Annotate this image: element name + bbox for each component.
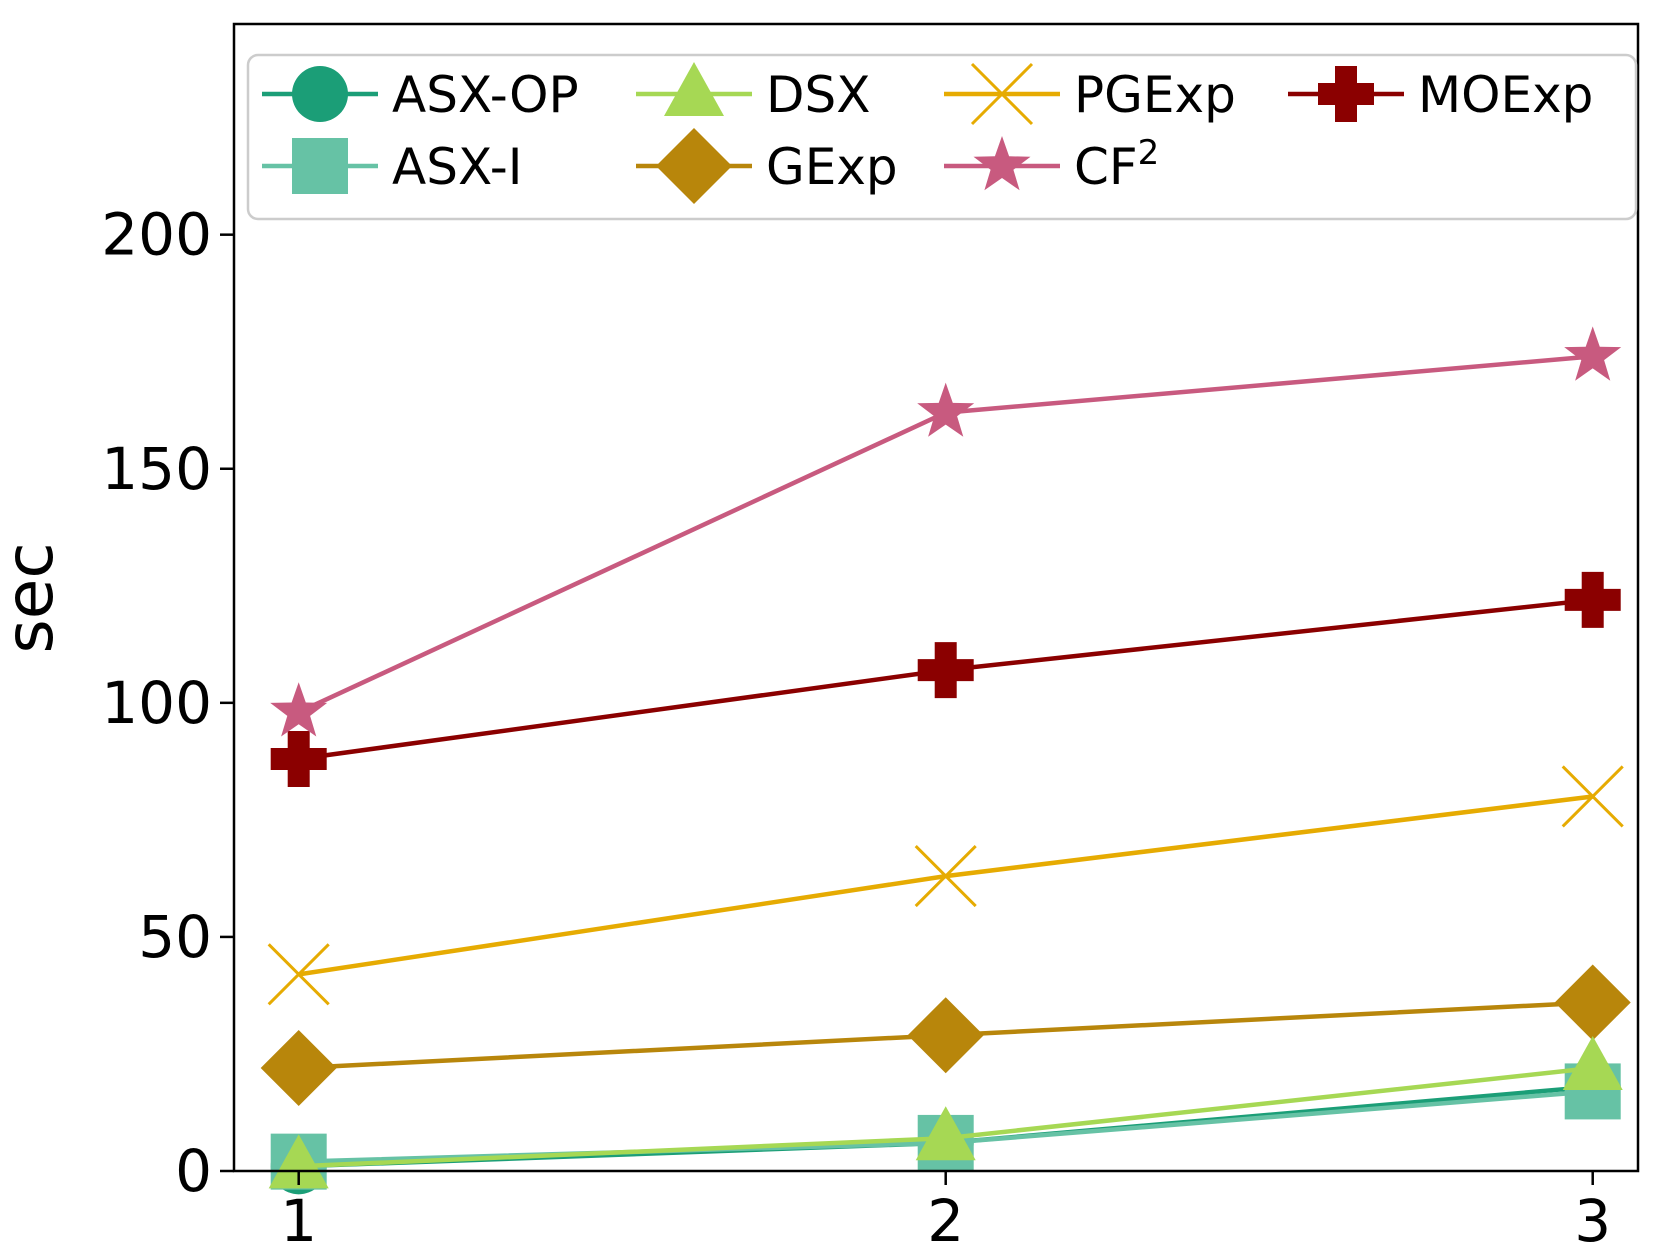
- series-pgexp: [267, 765, 1624, 1006]
- y-tick-label: 150: [101, 435, 212, 503]
- data-point-moexp-1: [270, 731, 327, 788]
- legend-label-superscript: 2: [1138, 133, 1160, 173]
- data-point-dsx-2: [915, 1106, 976, 1161]
- legend-item-pgexp: PGExp: [944, 62, 1236, 126]
- data-point-moexp-3: [1564, 571, 1621, 628]
- data-point-pgexp-1: [267, 943, 330, 1006]
- data-point-moexp-2: [917, 642, 974, 699]
- y-tick-label: 0: [175, 1137, 212, 1205]
- data-point-dsx-3: [1562, 1036, 1623, 1091]
- series-moexp: [270, 571, 1621, 788]
- legend-label: ASX-OP: [392, 66, 579, 124]
- x-tick-label: 1: [280, 1187, 317, 1246]
- legend-item-asx-op: ASX-OP: [262, 66, 579, 124]
- y-tick-label: 200: [101, 201, 212, 269]
- x-tick-label: 3: [1574, 1187, 1611, 1246]
- series-dsx: [268, 1036, 1623, 1189]
- legend-label: DSX: [766, 66, 871, 124]
- data-point-dsx-1: [268, 1134, 329, 1189]
- legend-label: ASX-I: [392, 138, 523, 196]
- legend-label: MOExp: [1418, 66, 1593, 124]
- legend-marker-dsx: [664, 62, 724, 116]
- legend-label: PGExp: [1074, 66, 1236, 124]
- legend-marker-gexp: [656, 128, 732, 204]
- data-point-cf-1: [270, 682, 328, 737]
- y-tick-label: 100: [101, 669, 212, 737]
- plot-frame: [232, 22, 1640, 1173]
- legend-marker-cf: [973, 136, 1031, 191]
- legend-item-asx-i: ASX-I: [262, 138, 523, 196]
- data-point-pgexp-3: [1561, 765, 1624, 828]
- data-point-gexp-3: [1554, 964, 1631, 1041]
- legend-item-gexp: GExp: [636, 128, 898, 204]
- data-point-cf-2: [917, 382, 975, 437]
- y-axis-title: sec: [0, 542, 68, 653]
- series-gexp: [260, 964, 1631, 1107]
- series-cf: [270, 326, 1622, 737]
- data-point-gexp-2: [907, 997, 984, 1074]
- data-point-cf-3: [1564, 326, 1622, 381]
- data-point-gexp-1: [260, 1030, 337, 1107]
- legend-marker-asx-i: [292, 138, 348, 194]
- data-point-pgexp-2: [914, 844, 977, 908]
- legend-label: GExp: [766, 138, 898, 196]
- y-tick-label: 50: [138, 903, 212, 971]
- legend-item-moexp: MOExp: [1288, 66, 1593, 124]
- series-line-pgexp: [298, 794, 1593, 977]
- legend-marker-asx-op: [292, 66, 348, 122]
- legend-marker-pgexp: [970, 62, 1034, 126]
- legend-marker-moexp: [1318, 66, 1374, 122]
- x-tick-label: 2: [927, 1187, 964, 1246]
- legend-item-dsx: DSX: [636, 62, 871, 124]
